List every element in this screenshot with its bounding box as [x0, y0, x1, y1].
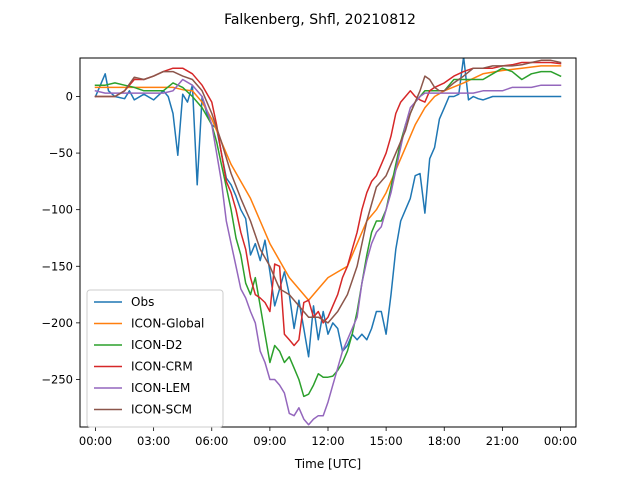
- x-axis-label: Time [UTC]: [294, 457, 361, 471]
- chart-title: Falkenberg, Shfl, 20210812: [224, 12, 416, 28]
- x-tick-label: 21:00: [486, 434, 519, 448]
- x-tick-label: 18:00: [428, 434, 461, 448]
- series-line-icon-scm: [94, 59, 562, 324]
- series-line-icon-global: [94, 65, 562, 301]
- x-axis-ticks: 00:00 03:00 06:00 09:00 12:00 15:00 18:00 21:00…: [79, 427, 577, 448]
- y-tick-label: −150: [41, 259, 73, 273]
- x-tick-label: 12:00: [311, 434, 344, 448]
- x-tick-label: 06:00: [195, 434, 228, 448]
- legend-label: Obs: [131, 295, 154, 309]
- legend-label: ICON-D2: [131, 338, 183, 352]
- series-layer: [94, 58, 562, 426]
- y-tick-label: −200: [41, 316, 73, 330]
- legend: Obs ICON-Global ICON-D2 ICON-CRM ICON-LEM ICO…: [86, 289, 224, 428]
- x-tick-label: 09:00: [253, 434, 286, 448]
- y-tick-label: 0: [66, 89, 73, 103]
- y-tick-label: −50: [49, 146, 73, 160]
- x-tick-label: 00:00: [79, 434, 112, 448]
- x-tick-label: 03:00: [137, 434, 170, 448]
- series-line-icon-d2: [94, 67, 562, 398]
- x-tick-label: 15:00: [370, 434, 403, 448]
- series-line-icon-crm: [94, 61, 562, 347]
- series-line-icon-lem: [94, 78, 562, 426]
- plot-area: [94, 58, 562, 426]
- y-tick-label: −100: [41, 203, 73, 217]
- legend-label: ICON-LEM: [131, 381, 190, 395]
- y-axis-ticks: 0 −50 −100 −150 −200 −250: [41, 89, 80, 386]
- series-line-obs: [94, 58, 562, 358]
- legend-label: ICON-CRM: [131, 360, 193, 374]
- legend-label: ICON-SCM: [131, 403, 192, 417]
- x-tick-label: 00:00: [544, 434, 577, 448]
- y-tick-label: −250: [41, 372, 73, 386]
- legend-label: ICON-Global: [131, 317, 204, 331]
